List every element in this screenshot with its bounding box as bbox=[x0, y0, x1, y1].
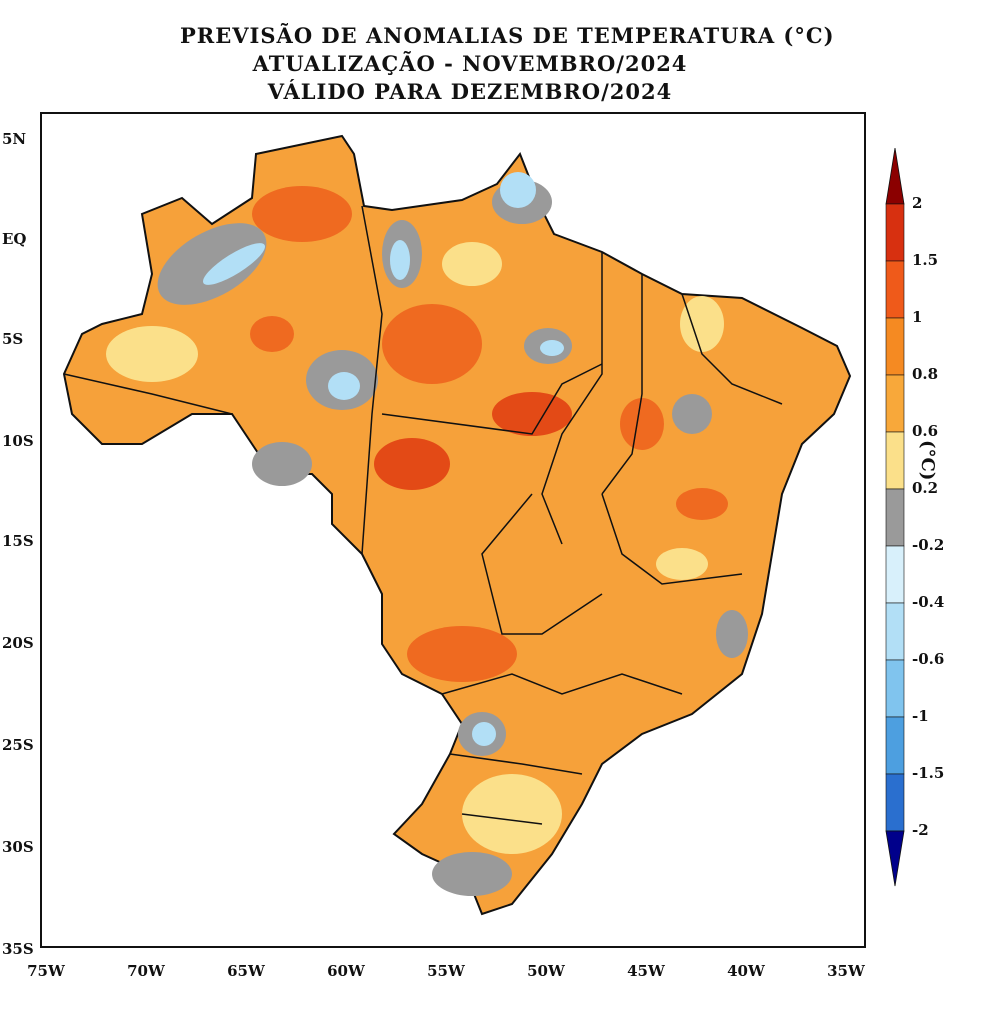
anomaly-patch bbox=[432, 852, 512, 896]
colorbar-band bbox=[885, 488, 905, 547]
colorbar-tick-label: -1 bbox=[912, 707, 929, 725]
anomaly-patch bbox=[106, 326, 198, 382]
x-tick-label: 40W bbox=[727, 962, 765, 980]
x-tick-label: 75W bbox=[27, 962, 65, 980]
x-tick-label: 60W bbox=[327, 962, 365, 980]
y-tick-label: 15S bbox=[2, 532, 34, 550]
colorbar-tick-label: 0.8 bbox=[912, 365, 939, 383]
y-tick-label: 10S bbox=[2, 432, 34, 450]
x-tick-label: 70W bbox=[127, 962, 165, 980]
colorbar-bottom-triangle bbox=[885, 830, 905, 887]
colorbar-tick-label: -1.5 bbox=[912, 764, 945, 782]
x-tick-label: 45W bbox=[627, 962, 665, 980]
anomaly-patch bbox=[672, 394, 712, 434]
colorbar-band bbox=[885, 317, 905, 376]
colorbar-tick-label: 0.6 bbox=[912, 422, 939, 440]
title-line-3: VÁLIDO PARA DEZEMBRO/2024 bbox=[267, 79, 673, 104]
anomaly-patch bbox=[620, 398, 664, 450]
anomaly-patch bbox=[492, 392, 572, 436]
anomaly-patch bbox=[390, 240, 410, 280]
state-boundaries bbox=[63, 205, 783, 825]
colorbar-tick-label: -0.2 bbox=[912, 536, 945, 554]
y-tick-label: 25S bbox=[2, 736, 34, 754]
anomaly-patch bbox=[656, 548, 708, 580]
colorbar-band bbox=[885, 716, 905, 775]
anomaly-patch bbox=[462, 774, 562, 854]
colorbar-band bbox=[885, 773, 905, 832]
colorbar-tick-label: -0.4 bbox=[912, 593, 945, 611]
colorbar-band bbox=[885, 374, 905, 433]
anomaly-patch bbox=[540, 340, 564, 356]
anomaly-patch bbox=[442, 242, 502, 286]
anomaly-patch bbox=[328, 372, 360, 400]
anomaly-patch bbox=[676, 488, 728, 520]
x-tick-label: 35W bbox=[827, 962, 865, 980]
anomaly-patch bbox=[252, 442, 312, 486]
x-tick-label: 65W bbox=[227, 962, 265, 980]
colorbar-band bbox=[885, 659, 905, 718]
colorbar-band bbox=[885, 203, 905, 262]
colorbar-tick-label: 2 bbox=[912, 194, 923, 212]
y-tick-label: EQ bbox=[2, 230, 27, 248]
y-tick-label: 30S bbox=[2, 838, 34, 856]
brazil-anomaly-map bbox=[62, 134, 852, 916]
colorbar-band bbox=[885, 545, 905, 604]
anomaly-patch bbox=[716, 610, 748, 658]
anomaly-patch bbox=[472, 722, 496, 746]
map-frame bbox=[40, 112, 866, 948]
map-title: PREVISÃO DE ANOMALIAS DE TEMPERATURA (°C… bbox=[180, 22, 835, 106]
colorbar-band bbox=[885, 602, 905, 661]
anomaly-patch bbox=[203, 243, 265, 285]
y-tick-label: 35S bbox=[2, 940, 34, 958]
colorbar-tick-label: -2 bbox=[912, 821, 929, 839]
colorbar bbox=[885, 148, 905, 887]
colorbar-tick-label: 1.5 bbox=[912, 251, 939, 269]
anomaly-patch bbox=[500, 172, 536, 208]
x-tick-label: 50W bbox=[527, 962, 565, 980]
anomaly-patch bbox=[252, 186, 352, 242]
anomaly-patch bbox=[157, 223, 267, 305]
colorbar-top-triangle bbox=[885, 148, 905, 205]
colorbar-unit: (°C) bbox=[917, 440, 938, 481]
anomaly-patch bbox=[382, 304, 482, 384]
title-line-2: ATUALIZAÇÃO - NOVEMBRO/2024 bbox=[252, 51, 688, 76]
colorbar-tick-label: 1 bbox=[912, 308, 923, 326]
anomaly-patch bbox=[680, 296, 724, 352]
colorbar-band bbox=[885, 431, 905, 490]
title-line-1: PREVISÃO DE ANOMALIAS DE TEMPERATURA (°C… bbox=[180, 23, 835, 48]
anomaly-patch bbox=[250, 316, 294, 352]
y-tick-label: 20S bbox=[2, 634, 34, 652]
colorbar-tick-label: 0.2 bbox=[912, 479, 939, 497]
colorbar-tick-label: -0.6 bbox=[912, 650, 945, 668]
anomaly-patch bbox=[407, 626, 517, 682]
y-tick-label: 5N bbox=[2, 130, 27, 148]
colorbar-band bbox=[885, 260, 905, 319]
anomaly-patch bbox=[374, 438, 450, 490]
y-tick-label: 5S bbox=[2, 330, 24, 348]
x-tick-label: 55W bbox=[427, 962, 465, 980]
